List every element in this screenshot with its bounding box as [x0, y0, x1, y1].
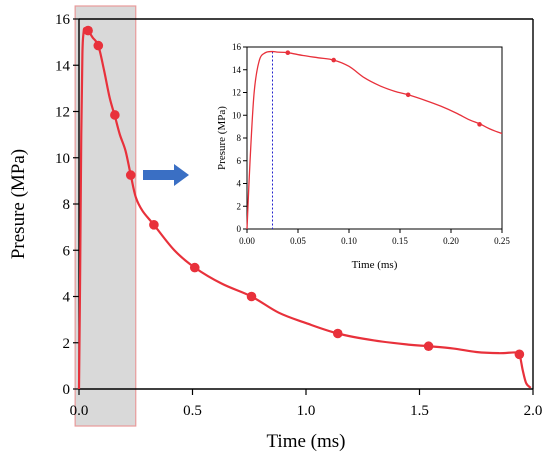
main-x-tick-label: 1.5 — [410, 403, 429, 419]
inset-y-tick-label: 12 — [232, 88, 241, 98]
inset-x-tick-label: 0.20 — [443, 236, 459, 246]
inset-y-tick-label: 2 — [237, 201, 242, 211]
main-y-tick-label: 12 — [55, 105, 70, 121]
main-y-tick-label: 14 — [55, 58, 71, 74]
inset-markers — [285, 50, 482, 127]
main-y-tick-label: 8 — [63, 197, 71, 213]
main-y-tick-label: 0 — [63, 382, 71, 398]
main-x-tick-label: 0.5 — [183, 403, 202, 419]
main-data-point — [423, 341, 434, 352]
inset-y-tick-label: 4 — [237, 179, 242, 189]
main-y-tick-label: 2 — [63, 336, 71, 352]
inset-x-tick-label: 0.15 — [392, 236, 408, 246]
main-y-axis-label: Presure (MPa) — [8, 149, 29, 259]
main-x-tick-label: 1.0 — [297, 403, 316, 419]
main-markers — [83, 25, 525, 360]
inset-y-tick-label: 0 — [237, 224, 242, 234]
inset-x-tick-label: 0.10 — [341, 236, 357, 246]
inset-data-point — [285, 50, 291, 55]
main-y-tick-label: 16 — [55, 12, 71, 28]
main-ticks: 0.0 0.5 1.0 1.5 2.0 0 2 4 6 8 10 12 14 16 — [55, 12, 542, 419]
main-data-point — [189, 262, 200, 273]
main-x-axis-label: Time (ms) — [266, 431, 345, 452]
inset-x-tick-label: 0.25 — [494, 236, 510, 246]
main-data-point — [332, 328, 343, 339]
highlight-region — [74, 5, 137, 427]
inset-plot: 0.00 0.05 0.10 0.15 0.20 0.25 0 2 4 6 8 10 12 14 16 Ti… — [216, 42, 510, 271]
main-data-point — [149, 220, 159, 230]
main-y-tick-label: 10 — [55, 151, 70, 167]
inset-y-tick-label: 6 — [237, 156, 242, 166]
main-data-point — [246, 291, 257, 302]
inset-x-tick-label: 0.00 — [239, 236, 255, 246]
main-x-tick-label: 0.0 — [70, 403, 89, 419]
main-data-point — [110, 110, 120, 120]
inset-y-axis-label: Presure (MPa) — [216, 106, 228, 170]
inset-y-tick-label: 8 — [237, 133, 242, 143]
main-x-tick-label: 2.0 — [524, 403, 543, 419]
main-pressure-curve — [77, 27, 532, 390]
inset-data-point — [405, 92, 411, 98]
main-plot: 0.0 0.5 1.0 1.5 2.0 0 2 4 6 8 10 12 14 16 Time (ms) P… — [8, 5, 542, 452]
inset-pressure-curve — [246, 50, 503, 230]
zoom-arrow-icon — [143, 164, 189, 186]
inset-data-point — [477, 122, 482, 127]
main-data-point — [125, 170, 136, 180]
main-y-tick-label: 4 — [63, 290, 71, 306]
inset-y-tick-label: 16 — [232, 42, 242, 52]
main-data-point — [83, 25, 93, 36]
inset-x-axis-label: Time (ms) — [352, 259, 398, 271]
main-data-point — [93, 40, 104, 51]
main-data-point — [514, 349, 525, 360]
inset-ticks: 0.00 0.05 0.10 0.15 0.20 0.25 0 2 4 6 8 10 12 14 16 — [232, 42, 510, 246]
inset-frame — [246, 46, 503, 230]
inset-y-tick-label: 14 — [232, 65, 242, 75]
inset-data-point — [331, 57, 337, 63]
inset-x-tick-label: 0.05 — [290, 236, 306, 246]
main-y-tick-label: 6 — [63, 243, 71, 259]
inset-y-tick-label: 10 — [232, 110, 242, 120]
